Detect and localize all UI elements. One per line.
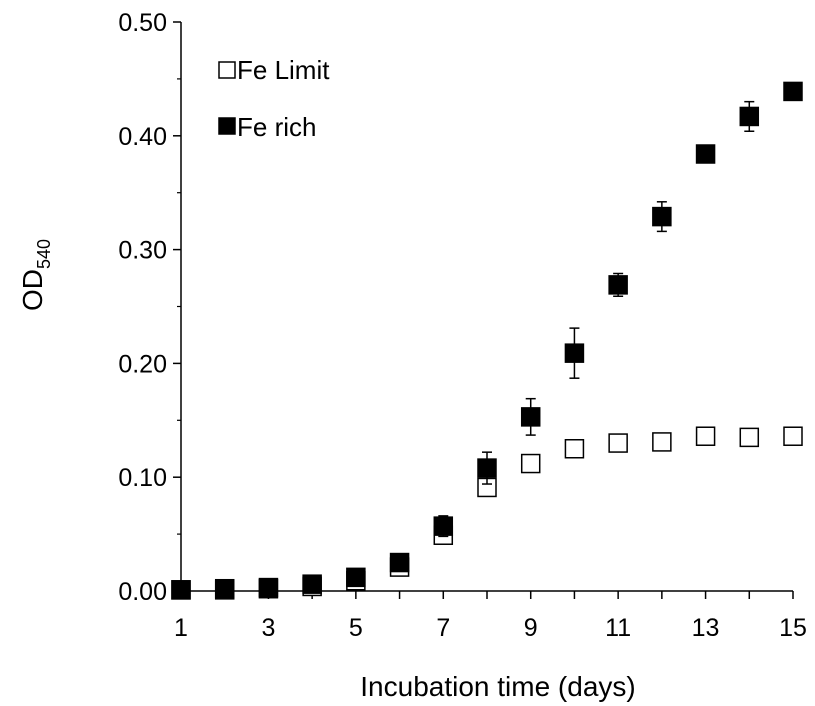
legend: Fe Limit Fe rich	[218, 55, 330, 142]
x-tick-label: 5	[349, 614, 363, 642]
y-ticks: 0.00 0.10 0.20 0.30 0.40 0.50	[118, 9, 181, 606]
legend-label-fe-rich: Fe rich	[237, 112, 316, 142]
y-tick-label: 0.40	[118, 123, 167, 151]
y-tick-label: 0.50	[118, 9, 167, 37]
data-point	[783, 426, 803, 446]
y-tick-label: 0.30	[118, 237, 167, 265]
x-tick-label: 11	[605, 614, 631, 642]
data-point	[608, 275, 628, 295]
y-tick-label: 0.10	[118, 464, 167, 492]
x-tick-label: 7	[436, 614, 450, 642]
data-point	[389, 552, 410, 573]
series-layer	[171, 81, 803, 600]
x-tick-label: 13	[692, 614, 720, 642]
legend-label-fe-limit: Fe Limit	[237, 55, 330, 85]
data-point	[739, 106, 760, 127]
data-point	[652, 432, 672, 452]
axes	[180, 22, 793, 592]
series-fe-rich	[171, 81, 803, 600]
y-axis-label: OD540	[17, 239, 54, 311]
data-point	[258, 577, 279, 598]
data-point	[433, 516, 454, 536]
y-axis-label-main: OD	[17, 269, 48, 311]
x-tick-label: 3	[261, 614, 275, 642]
data-point	[695, 144, 716, 164]
data-point	[564, 343, 585, 363]
data-point	[477, 458, 497, 478]
data-point	[783, 81, 803, 102]
y-axis-label-subscript: 540	[34, 239, 54, 269]
data-point	[520, 453, 541, 474]
data-point	[564, 439, 585, 459]
data-point	[520, 407, 541, 427]
data-point	[214, 578, 235, 599]
data-point	[608, 433, 628, 453]
x-axis-label: Incubation time (days)	[360, 671, 635, 702]
y-tick-label: 0.20	[118, 350, 167, 378]
x-tick-label: 1	[174, 614, 188, 642]
y-tick-label: 0.00	[118, 578, 167, 606]
data-point	[739, 427, 760, 448]
data-point	[695, 426, 716, 446]
data-point	[346, 567, 366, 588]
data-point	[302, 574, 322, 594]
data-point	[652, 206, 672, 227]
legend-marker-fe-rich	[218, 117, 236, 135]
x-ticks: 1 3 5 7 9 11 13 15	[174, 591, 807, 642]
x-tick-label: 9	[524, 614, 538, 642]
data-point	[171, 580, 191, 600]
legend-marker-fe-limit	[218, 61, 236, 79]
x-tick-label: 15	[779, 614, 807, 642]
